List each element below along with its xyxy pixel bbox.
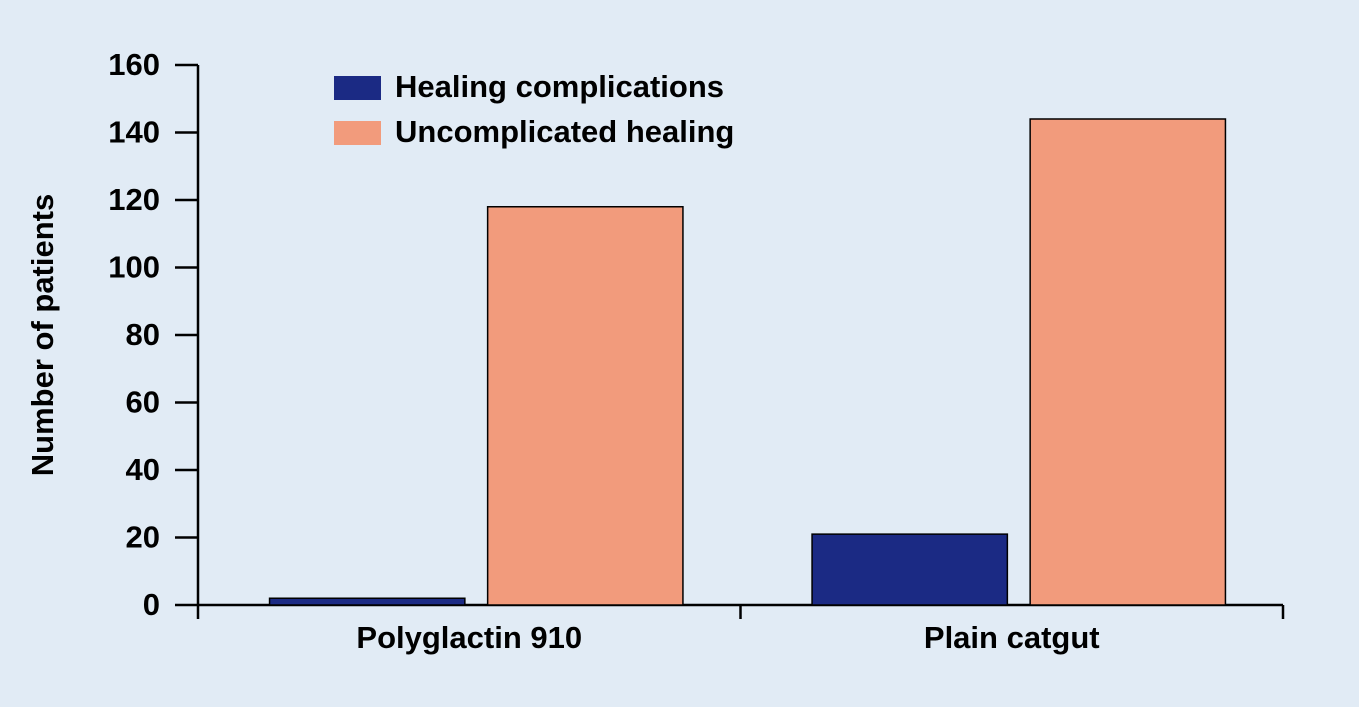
y-tick-label: 140 bbox=[108, 115, 160, 150]
y-tick-label: 0 bbox=[143, 587, 160, 622]
x-tick-label: Polyglactin 910 bbox=[356, 620, 582, 655]
legend-label: Uncomplicated healing bbox=[395, 114, 734, 149]
bar bbox=[268, 597, 466, 606]
y-tick-label: 40 bbox=[126, 452, 160, 487]
legend-swatch bbox=[334, 76, 381, 100]
y-tick-label: 160 bbox=[108, 47, 160, 82]
y-tick-label: 80 bbox=[126, 317, 160, 352]
bar bbox=[1029, 118, 1227, 606]
legend-swatch bbox=[334, 121, 381, 145]
x-tick-label: Plain catgut bbox=[924, 620, 1100, 655]
bar bbox=[486, 206, 684, 606]
legend-label: Healing complications bbox=[395, 69, 724, 104]
y-tick-label: 120 bbox=[108, 182, 160, 217]
y-tick-label: 100 bbox=[108, 250, 160, 285]
bar bbox=[811, 533, 1009, 606]
y-tick-label: 20 bbox=[126, 520, 160, 555]
y-axis-label: Number of patients bbox=[25, 194, 60, 476]
y-tick-label: 60 bbox=[126, 385, 160, 420]
